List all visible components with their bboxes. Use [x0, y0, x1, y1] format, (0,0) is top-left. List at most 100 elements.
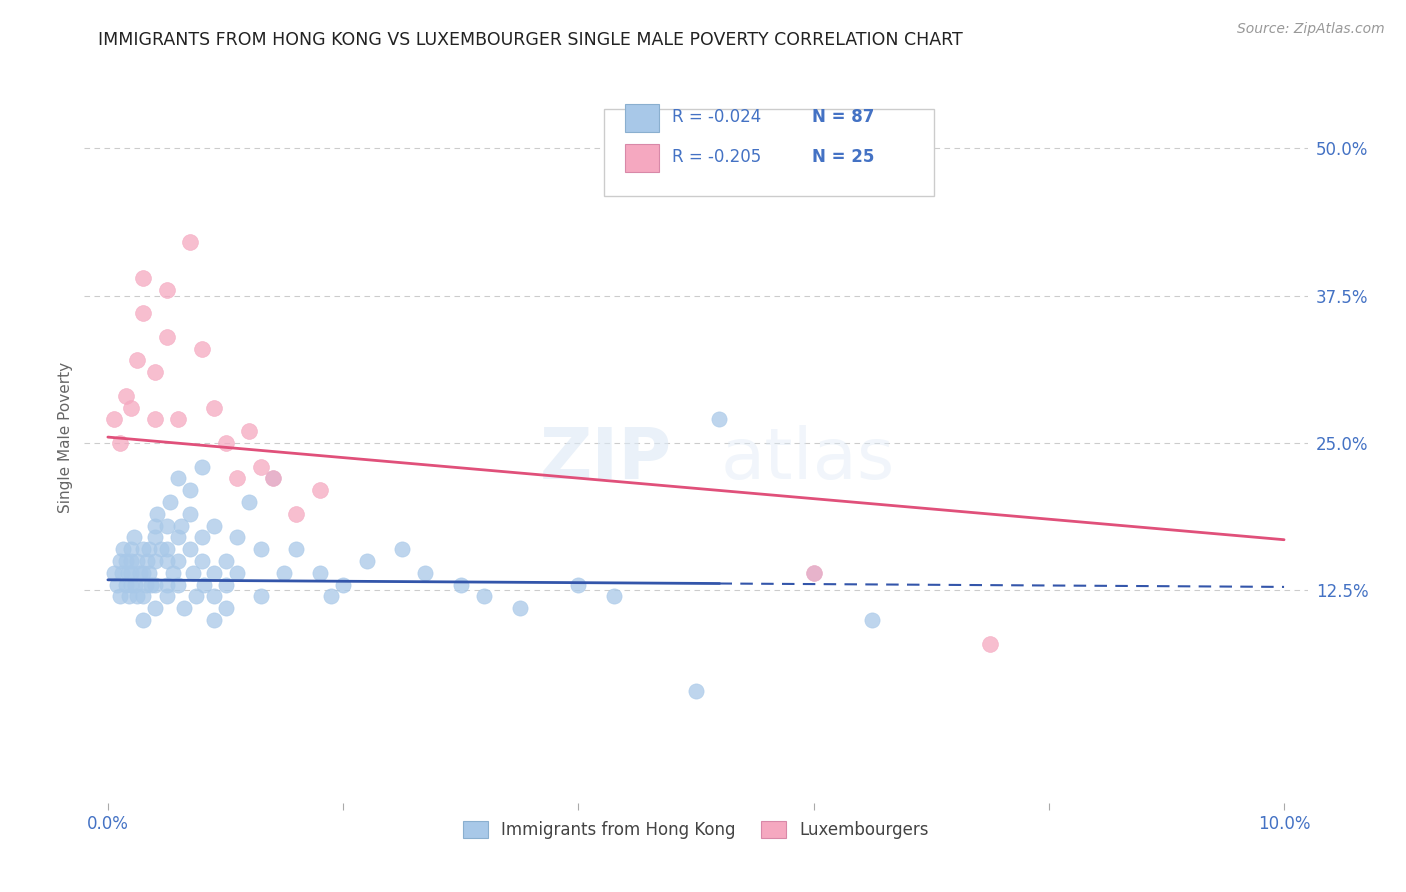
- Point: [285, 507, 308, 521]
- Point: [214, 436, 236, 450]
- Point: [120, 566, 142, 580]
- Point: [156, 554, 179, 568]
- Point: [103, 412, 125, 426]
- Point: [170, 518, 193, 533]
- Point: [143, 577, 166, 591]
- Point: [143, 365, 166, 379]
- Point: [135, 554, 157, 568]
- Point: [120, 577, 142, 591]
- Point: [127, 590, 149, 604]
- Point: [214, 554, 236, 568]
- Point: [602, 590, 624, 604]
- Point: [120, 542, 142, 557]
- Point: [179, 542, 201, 557]
- Point: [202, 401, 225, 415]
- Point: [143, 554, 166, 568]
- Point: [108, 590, 131, 604]
- Point: [103, 566, 125, 580]
- Point: [321, 590, 343, 604]
- Point: [156, 283, 179, 297]
- Point: [117, 566, 139, 580]
- Point: [226, 530, 249, 544]
- Point: [567, 577, 589, 591]
- Point: [179, 235, 201, 250]
- Text: atlas: atlas: [720, 425, 894, 493]
- Point: [391, 542, 413, 557]
- Point: [226, 566, 249, 580]
- Point: [202, 590, 225, 604]
- Point: [124, 577, 146, 591]
- Point: [979, 636, 1001, 650]
- Point: [127, 554, 149, 568]
- Point: [114, 554, 136, 568]
- Point: [179, 483, 201, 498]
- Point: [193, 577, 215, 591]
- Point: [132, 613, 155, 627]
- Point: [191, 342, 214, 356]
- Point: [122, 530, 145, 544]
- Point: [450, 577, 472, 591]
- Point: [167, 412, 190, 426]
- Point: [132, 590, 155, 604]
- Point: [226, 471, 249, 485]
- Point: [132, 542, 155, 557]
- Point: [184, 590, 207, 604]
- Point: [108, 436, 131, 450]
- Point: [685, 683, 707, 698]
- Point: [238, 424, 260, 438]
- Point: [105, 577, 128, 591]
- Point: [214, 577, 236, 591]
- Point: [191, 459, 214, 474]
- Text: ZIP: ZIP: [540, 425, 672, 493]
- Point: [308, 566, 330, 580]
- Point: [112, 542, 135, 557]
- Text: N = 25: N = 25: [813, 148, 875, 166]
- Point: [249, 542, 271, 557]
- Point: [709, 412, 731, 426]
- Point: [141, 577, 163, 591]
- Point: [156, 518, 179, 533]
- Text: Source: ZipAtlas.com: Source: ZipAtlas.com: [1237, 22, 1385, 37]
- Point: [146, 507, 169, 521]
- Point: [118, 590, 141, 604]
- Point: [132, 566, 155, 580]
- Point: [127, 353, 149, 368]
- Point: [202, 566, 225, 580]
- Bar: [626, 144, 659, 171]
- Point: [156, 542, 179, 557]
- Point: [202, 613, 225, 627]
- Point: [214, 601, 236, 615]
- Point: [173, 601, 195, 615]
- Point: [108, 554, 131, 568]
- Bar: [626, 104, 659, 132]
- Point: [159, 495, 181, 509]
- Point: [238, 495, 260, 509]
- Text: R = -0.205: R = -0.205: [672, 148, 761, 166]
- Point: [120, 554, 142, 568]
- Point: [167, 554, 190, 568]
- Point: [156, 330, 179, 344]
- Text: IMMIGRANTS FROM HONG KONG VS LUXEMBOURGER SINGLE MALE POVERTY CORRELATION CHART: IMMIGRANTS FROM HONG KONG VS LUXEMBOURGE…: [98, 31, 963, 49]
- Legend: Immigrants from Hong Kong, Luxembourgers: Immigrants from Hong Kong, Luxembourgers: [457, 814, 935, 846]
- Point: [132, 306, 155, 320]
- Point: [191, 554, 214, 568]
- Point: [143, 601, 166, 615]
- Point: [273, 566, 295, 580]
- Point: [803, 566, 825, 580]
- Point: [860, 613, 883, 627]
- Point: [191, 530, 214, 544]
- Point: [167, 530, 190, 544]
- Point: [128, 566, 150, 580]
- Point: [138, 566, 160, 580]
- Point: [114, 389, 136, 403]
- Point: [156, 577, 179, 591]
- Point: [132, 270, 155, 285]
- Point: [111, 566, 134, 580]
- Point: [202, 518, 225, 533]
- FancyBboxPatch shape: [605, 110, 935, 195]
- Point: [262, 471, 284, 485]
- Point: [415, 566, 437, 580]
- Point: [181, 566, 204, 580]
- Point: [308, 483, 330, 498]
- Point: [143, 518, 166, 533]
